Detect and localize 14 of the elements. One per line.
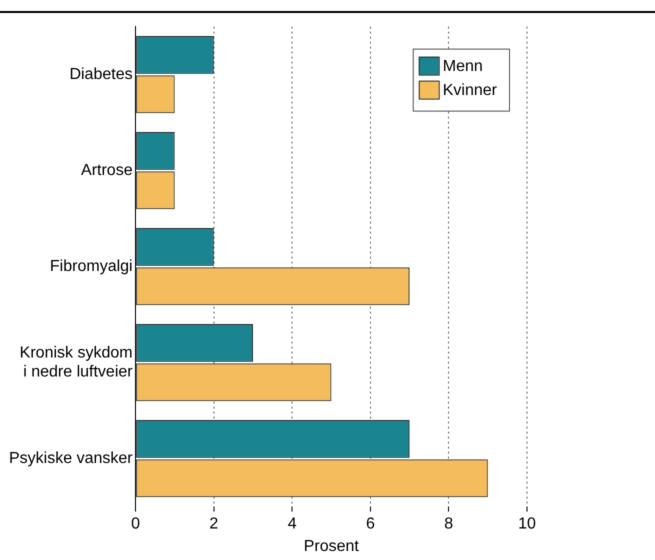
- legend-label: Menn: [442, 58, 483, 76]
- y-tick-label: Artrose: [81, 162, 133, 180]
- x-tick-label: 10: [518, 516, 536, 533]
- y-tick-label: Kronisk sykdom i nedre luftveier: [20, 344, 134, 381]
- x-tick-label: 2: [209, 516, 218, 533]
- x-tick-label: 0: [131, 516, 140, 533]
- y-tick-label: Psykiske vansker: [9, 450, 134, 468]
- x-axis-title: Prosent: [304, 538, 360, 555]
- x-tick-label: 6: [366, 516, 375, 533]
- y-tick-label: Fibromyalgi: [50, 258, 133, 276]
- y-tick-label: Diabetes: [69, 66, 133, 84]
- x-tick-label: 4: [288, 516, 297, 533]
- legend-label: Kvinner: [442, 82, 498, 100]
- x-tick-label: 8: [444, 516, 454, 533]
